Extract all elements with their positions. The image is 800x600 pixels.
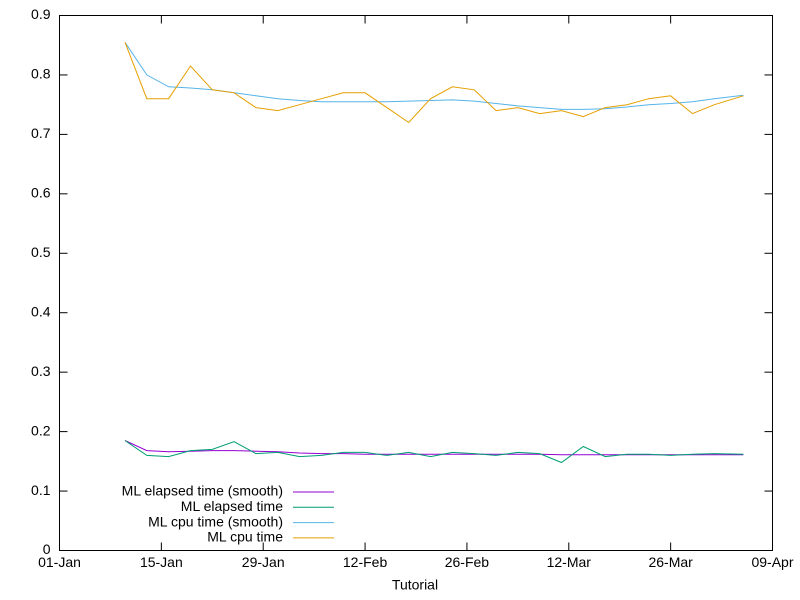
x-tick-label: 09-Apr [751, 554, 793, 570]
x-axis-label: Tutorial [392, 577, 438, 593]
x-tick-label: 26-Feb [445, 554, 490, 570]
legend-label: ML elapsed time [181, 498, 283, 514]
y-tick-label: 0.7 [31, 125, 51, 141]
series-line [124, 440, 744, 464]
x-tick-label: 29-Jan [242, 554, 285, 570]
y-tick-label: 0 [43, 541, 51, 557]
y-tick-label: 0.5 [31, 244, 51, 260]
y-tick-label: 0.6 [31, 185, 51, 201]
series-line [124, 440, 744, 456]
y-tick-label: 0.2 [31, 422, 51, 438]
series-line [124, 42, 744, 124]
y-tick-label: 0.1 [31, 482, 51, 498]
y-tick-label: 0.3 [31, 363, 51, 379]
legend-label: ML cpu time [207, 529, 283, 545]
y-tick-label: 0.9 [31, 6, 51, 22]
x-tick-label: 15-Jan [140, 554, 183, 570]
y-tick-label: 0.8 [31, 66, 51, 82]
x-tick-label: 01-Jan [38, 554, 81, 570]
legend-label: ML cpu time (smooth) [148, 513, 283, 529]
y-tick-label: 0.4 [31, 303, 51, 319]
series-line [124, 42, 744, 110]
x-tick-label: 12-Feb [343, 554, 388, 570]
x-tick-label: 12-Mar [547, 554, 592, 570]
x-tick-label: 26-Mar [648, 554, 693, 570]
plot-frame [59, 15, 773, 551]
legend-label: ML elapsed time (smooth) [122, 483, 283, 499]
